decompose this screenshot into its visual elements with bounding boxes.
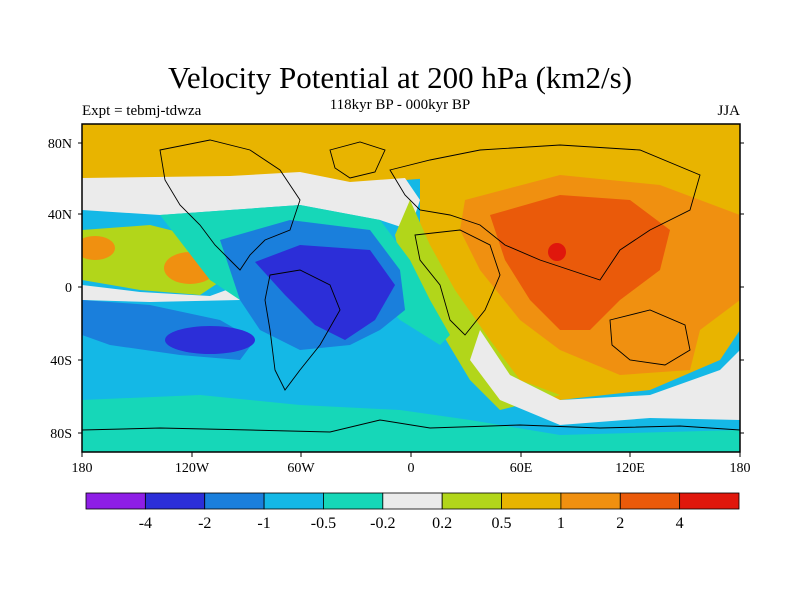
colorbar-swatch xyxy=(560,492,621,510)
colorbar-label: -0.2 xyxy=(370,515,395,532)
colorbar-label: -1 xyxy=(257,515,270,532)
colorbar-label: -0.5 xyxy=(311,515,336,532)
lat-label: 40N xyxy=(48,208,72,223)
colorbar-label: -4 xyxy=(139,515,152,532)
colorbar-swatch xyxy=(204,492,265,510)
colorbar-label: 1 xyxy=(557,515,565,532)
contour-field xyxy=(82,124,740,452)
lon-label: 120W xyxy=(175,461,210,476)
map-subtitle: 118kyr BP - 000kyr BP xyxy=(329,97,471,113)
colorbar-swatch xyxy=(85,492,146,510)
lon-label: 120E xyxy=(615,461,645,476)
season-label: JJA xyxy=(717,103,740,119)
colorbar-swatch xyxy=(679,492,740,510)
colorbar-swatch xyxy=(501,492,562,510)
experiment-label: Expt = tebmj-tdwza xyxy=(82,103,202,119)
lat-label: 80S xyxy=(50,427,72,442)
colorbar-label: 4 xyxy=(676,515,684,532)
lat-label: 0 xyxy=(65,281,72,296)
lon-label: 180 xyxy=(72,461,93,476)
colorbar-label: 0.2 xyxy=(432,515,452,532)
colorbar-label: -2 xyxy=(198,515,211,532)
lat-label: 80N xyxy=(48,137,72,152)
lon-label: 60E xyxy=(510,461,533,476)
colorbar: -4 -2 -1 -0.5 -0.2 0.2 0.5 1 2 4 xyxy=(85,492,740,532)
colorbar-label: 2 xyxy=(616,515,624,532)
colorbar-swatch xyxy=(619,492,681,510)
map-title: Velocity Potential at 200 hPa (km2/s) xyxy=(167,60,633,95)
lon-label: 0 xyxy=(408,461,415,476)
lat-label: 40S xyxy=(50,354,72,369)
lon-label: 180 xyxy=(730,461,751,476)
colorbar-swatch xyxy=(323,492,384,510)
colorbar-swatch xyxy=(263,492,324,510)
colorbar-label: 0.5 xyxy=(492,515,512,532)
colorbar-swatch xyxy=(144,492,206,510)
lon-label: 60W xyxy=(287,461,315,476)
colorbar-swatch xyxy=(382,492,443,510)
latitude-axis: 80N 40N 0 40S 80S xyxy=(48,137,744,442)
colorbar-swatch xyxy=(441,492,502,510)
longitude-axis: 180 120W 60W 0 60E 120E 180 xyxy=(72,452,751,476)
